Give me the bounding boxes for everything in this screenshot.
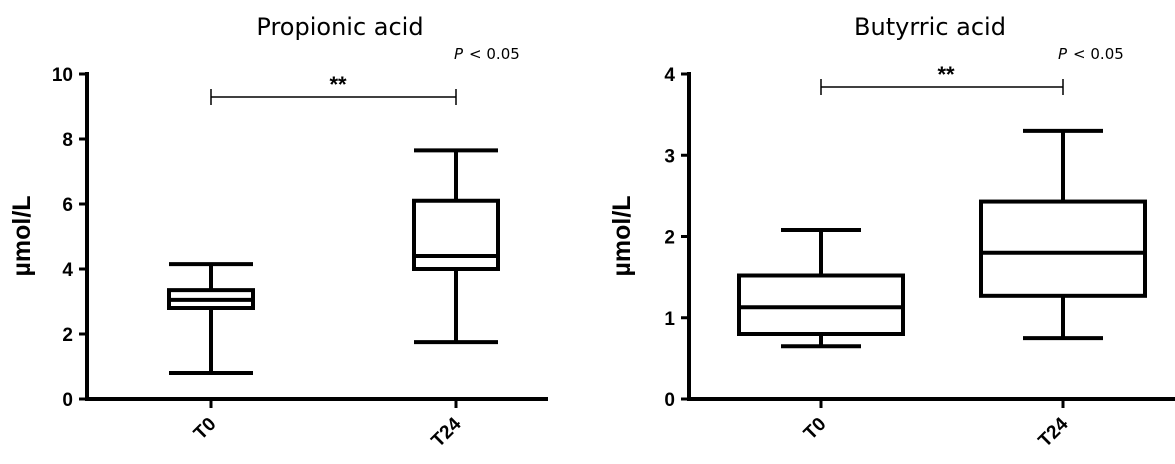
p-value-label: P < 0.05 bbox=[454, 45, 520, 63]
x-tick-label: T24 bbox=[428, 413, 466, 451]
significance-stars: ** bbox=[329, 72, 347, 97]
y-tick-label: 1 bbox=[664, 309, 675, 330]
y-axis-label: µmol/L bbox=[8, 195, 36, 276]
chart-title: Butyrric acid bbox=[854, 13, 1006, 41]
propionic-acid-plot: Propionic acid µmol/L 0 2 4 6 8 10 T0 T24 ** P < 0.0… bbox=[8, 13, 548, 452]
box-t0 bbox=[167, 262, 255, 375]
y-tick-label: 4 bbox=[664, 65, 675, 86]
iqr-box bbox=[979, 199, 1147, 298]
y-tick-label: 2 bbox=[62, 325, 73, 346]
iqr-box bbox=[412, 198, 500, 271]
y-tick-label: 8 bbox=[62, 130, 73, 151]
significance-stars: ** bbox=[937, 62, 955, 87]
x-tick-label: T0 bbox=[800, 414, 831, 445]
iqr-box bbox=[737, 273, 905, 336]
box-t24 bbox=[412, 148, 500, 345]
y-tick-label: 6 bbox=[62, 195, 73, 216]
box-t0 bbox=[737, 228, 905, 349]
butyrric-acid-plot: Butyrric acid µmol/L 0 1 2 3 4 T0 T24 ** P < 0.05 bbox=[608, 13, 1175, 452]
box-t24 bbox=[979, 128, 1147, 341]
y-tick-label: 0 bbox=[62, 390, 73, 411]
y-tick-label: 3 bbox=[664, 146, 675, 167]
y-tick-label: 4 bbox=[62, 260, 73, 281]
p-symbol: P bbox=[454, 45, 464, 63]
p-symbol: P bbox=[1058, 45, 1068, 63]
y-tick-label: 2 bbox=[664, 228, 675, 249]
butyrric-acid-chart: Butyrric acid µmol/L 0 1 2 3 4 T0 T24 ** P < 0.05 bbox=[590, 0, 1175, 459]
p-threshold: < 0.05 bbox=[1073, 45, 1124, 63]
p-value-label: P < 0.05 bbox=[1058, 45, 1124, 63]
y-tick-label: 0 bbox=[664, 390, 675, 411]
y-tick-label: 10 bbox=[52, 65, 73, 86]
chart-title: Propionic acid bbox=[256, 13, 423, 41]
y-axis-label: µmol/L bbox=[608, 195, 636, 276]
x-tick-label: T24 bbox=[1035, 413, 1073, 451]
propionic-acid-chart: Propionic acid µmol/L 0 2 4 6 8 10 T0 T24 ** P < 0.0… bbox=[0, 0, 590, 459]
x-tick-label: T0 bbox=[190, 414, 221, 445]
p-threshold: < 0.05 bbox=[469, 45, 520, 63]
